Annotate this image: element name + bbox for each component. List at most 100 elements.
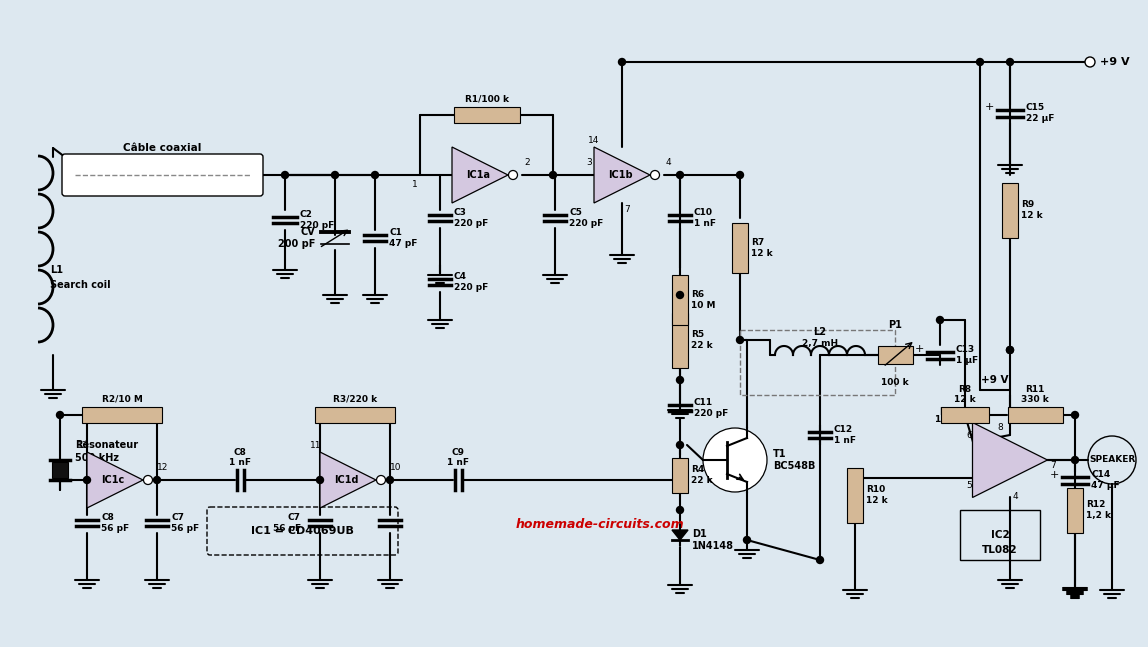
Text: C8
56 pF: C8 56 pF — [101, 513, 129, 532]
Polygon shape — [672, 530, 688, 540]
Circle shape — [676, 171, 683, 179]
Circle shape — [317, 476, 324, 483]
Text: Résonateur: Résonateur — [75, 440, 138, 450]
Text: C1
47 pF: C1 47 pF — [389, 228, 418, 248]
Circle shape — [1071, 457, 1078, 463]
Text: L1: L1 — [51, 265, 63, 275]
Text: +: + — [972, 439, 984, 452]
Circle shape — [1071, 411, 1078, 419]
Text: 5: 5 — [967, 481, 972, 490]
Text: 8: 8 — [998, 423, 1003, 432]
Text: SPEAKER: SPEAKER — [1088, 455, 1135, 465]
Text: R6
10 M: R6 10 M — [691, 291, 715, 310]
Text: R8: R8 — [939, 407, 953, 417]
Text: C12
1 nF: C12 1 nF — [833, 425, 856, 444]
Circle shape — [816, 556, 823, 564]
Circle shape — [937, 316, 944, 324]
Bar — [941, 407, 988, 423]
Text: 14: 14 — [588, 136, 599, 145]
Polygon shape — [320, 452, 377, 508]
Circle shape — [744, 536, 751, 543]
Circle shape — [332, 171, 339, 179]
Circle shape — [676, 292, 683, 298]
Bar — [960, 510, 1040, 560]
Text: T1
BC548B: T1 BC548B — [773, 449, 815, 471]
Text: 4: 4 — [666, 158, 672, 167]
Bar — [82, 407, 162, 423]
Circle shape — [977, 58, 984, 65]
Text: 3: 3 — [587, 158, 592, 167]
Text: IC1a: IC1a — [466, 170, 490, 180]
Text: C4
220 pF: C4 220 pF — [453, 272, 488, 292]
Bar — [847, 468, 863, 523]
Text: C9
1 nF: C9 1 nF — [447, 448, 470, 467]
Circle shape — [703, 428, 767, 492]
Text: +9 V: +9 V — [982, 375, 1009, 385]
Circle shape — [651, 171, 659, 179]
Polygon shape — [972, 422, 1047, 498]
Text: 100 k: 100 k — [882, 378, 909, 387]
Text: +: + — [985, 102, 994, 113]
Text: IC1b: IC1b — [607, 170, 633, 180]
Text: C8
1 nF: C8 1 nF — [228, 448, 251, 467]
Text: C2
220 pF: C2 220 pF — [300, 210, 334, 230]
Circle shape — [676, 507, 683, 514]
Circle shape — [372, 171, 379, 179]
Bar — [315, 407, 395, 423]
Text: R9
12 k: R9 12 k — [1021, 201, 1042, 220]
Circle shape — [676, 377, 683, 384]
Bar — [1002, 182, 1018, 237]
Text: R7
12 k: R7 12 k — [751, 238, 773, 258]
Circle shape — [84, 476, 91, 483]
Circle shape — [550, 171, 557, 179]
Bar — [1066, 487, 1083, 532]
Text: D1
1N4148: D1 1N4148 — [692, 529, 734, 551]
Text: +9 V: +9 V — [1100, 57, 1130, 67]
Text: C5
220 pF: C5 220 pF — [569, 208, 603, 228]
Text: IC1d: IC1d — [334, 475, 358, 485]
Text: P1: P1 — [889, 320, 902, 330]
Text: IC2: IC2 — [991, 530, 1009, 540]
Text: 2: 2 — [523, 158, 529, 167]
Text: C15
22 μF: C15 22 μF — [1026, 104, 1054, 123]
Circle shape — [377, 476, 386, 485]
Text: R8: R8 — [963, 407, 977, 417]
Bar — [672, 275, 688, 325]
Bar — [1008, 407, 1063, 423]
Text: 12 k: 12 k — [960, 415, 980, 424]
Text: C14
47 μF: C14 47 μF — [1091, 470, 1119, 490]
Bar — [740, 330, 895, 395]
Circle shape — [1085, 57, 1095, 67]
Circle shape — [509, 171, 518, 179]
Circle shape — [1007, 347, 1014, 353]
Text: L2: L2 — [814, 327, 827, 337]
Polygon shape — [87, 452, 144, 508]
Text: IC1 = CD4069UB: IC1 = CD4069UB — [250, 526, 354, 536]
Text: 12 k: 12 k — [936, 415, 956, 424]
Text: R4
22 k: R4 22 k — [691, 465, 713, 485]
Text: Câble coaxial: Câble coaxial — [123, 143, 202, 153]
Text: C7
56 pF: C7 56 pF — [273, 513, 301, 532]
Circle shape — [676, 441, 683, 448]
Polygon shape — [594, 147, 650, 203]
FancyBboxPatch shape — [62, 154, 263, 196]
Text: +: + — [915, 344, 924, 355]
Bar — [453, 107, 520, 123]
Circle shape — [154, 476, 161, 483]
Text: C11
220 pF: C11 220 pF — [695, 399, 728, 418]
Circle shape — [619, 58, 626, 65]
Text: C10
1 nF: C10 1 nF — [695, 208, 716, 228]
Polygon shape — [452, 147, 509, 203]
Text: IC1c: IC1c — [101, 475, 125, 485]
Text: 4: 4 — [1013, 492, 1018, 501]
Text: 7: 7 — [1050, 461, 1056, 470]
Circle shape — [737, 336, 744, 344]
Text: R5
22 k: R5 22 k — [691, 331, 713, 349]
Bar — [732, 223, 748, 273]
Text: CV
200 pF: CV 200 pF — [278, 227, 315, 249]
Text: -: - — [975, 468, 980, 482]
Text: R8
12 k: R8 12 k — [954, 384, 976, 404]
Text: 12: 12 — [157, 463, 169, 472]
Text: R11
330 k: R11 330 k — [1021, 384, 1049, 404]
Text: 1: 1 — [412, 180, 418, 189]
